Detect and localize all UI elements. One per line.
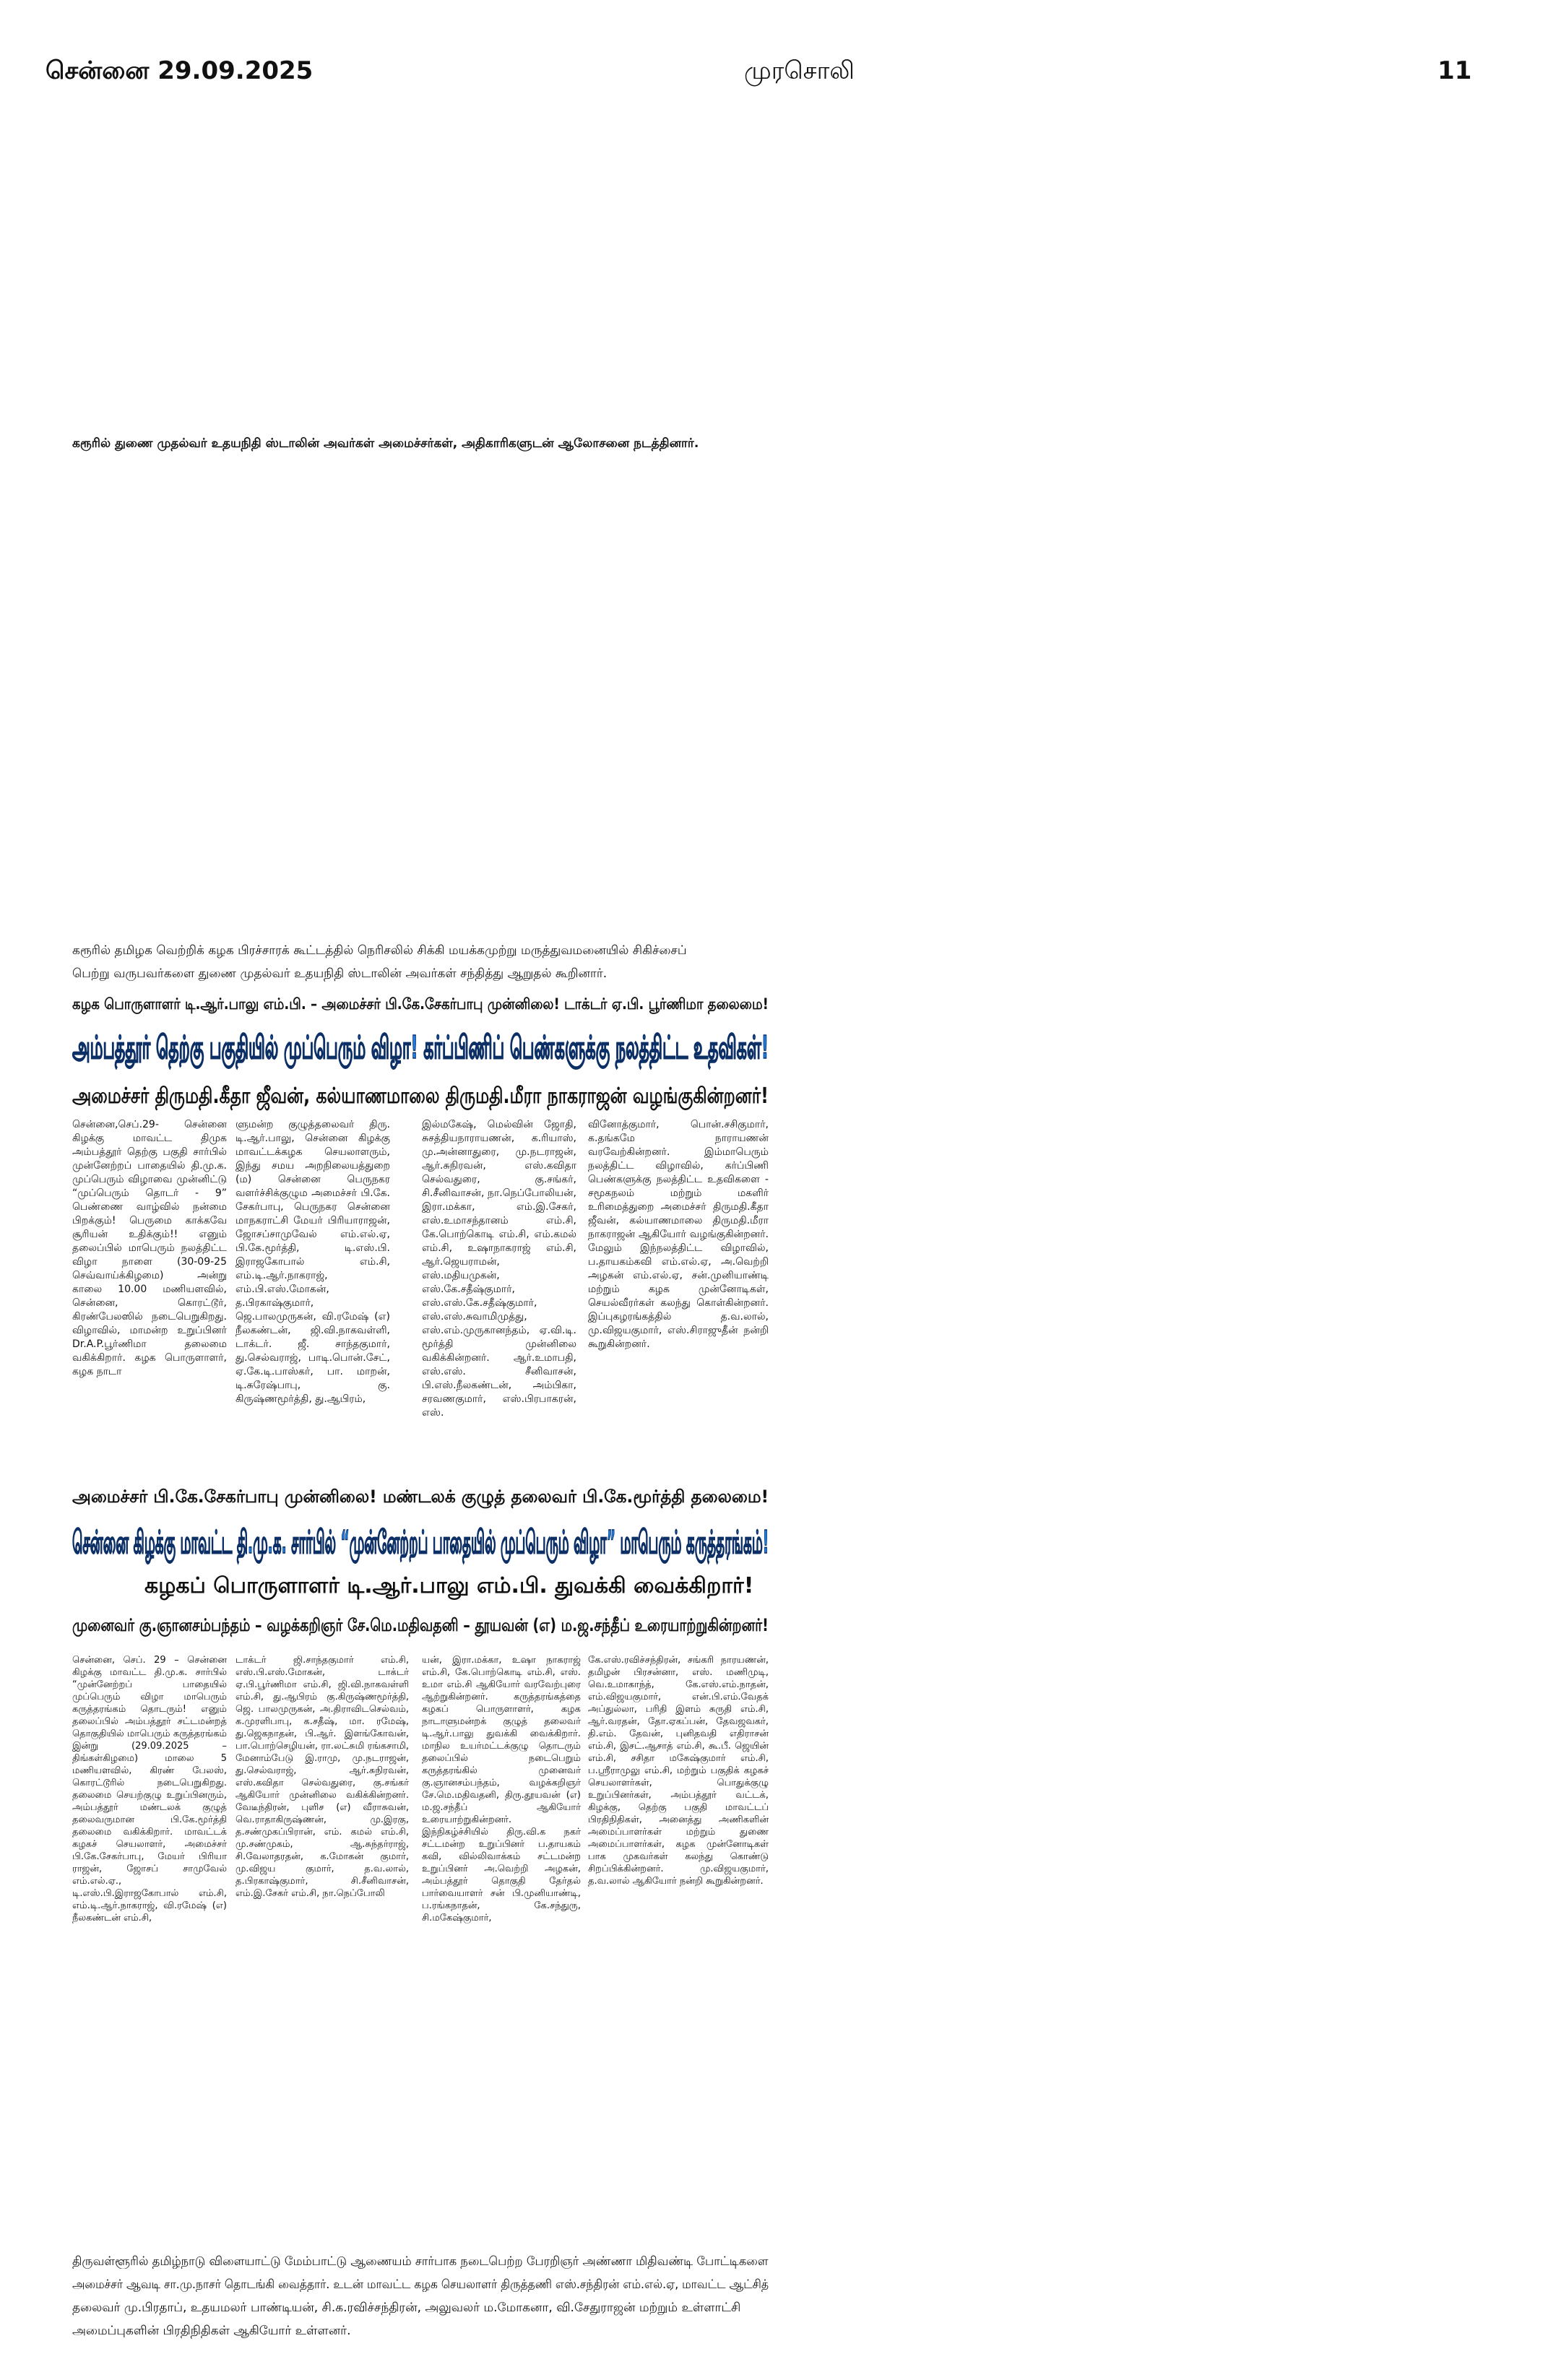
article-column: சென்னை,செப்.29- சென்னை கிழக்கு மாவட்ட தி… xyxy=(72,1119,227,1377)
article-column: யன், இரா.மக்கா, உஷா நாகராஜ் எம்.சி, கே.ப… xyxy=(422,1655,581,1924)
photo-caption: திருவள்ளூரில் தமிழ்நாடு விளையாட்டு மேம்ப… xyxy=(72,2254,769,2269)
headline: சென்னை கிழக்கு மாவட்ட தி.மு.க. சார்பில் … xyxy=(72,1523,769,1562)
subheadline: கழகப் பொருளாளர் டி.ஆர்.பாலு எம்.பி. துவக… xyxy=(144,1573,754,1598)
kicker: அமைச்சர் பி.கே.சேகர்பாபு முன்னிலை! மண்டல… xyxy=(72,1487,769,1507)
subheadline: முனைவர் கு.ஞானசம்பந்தம் – வழக்கறிஞர் சே.… xyxy=(72,1615,769,1635)
header-date: சென்னை 29.09.2025 xyxy=(46,56,314,85)
photo-caption: அமைச்சர் ஆவடி சா.மு.நாசர் தொடங்கி வைத்தா… xyxy=(72,2277,769,2292)
photo-caption: தலைவர் மு.பிரதாப், உதயமலர் பாண்டியன், சி… xyxy=(72,2301,741,2315)
article-column: சென்னை, செப். 29 – சென்னை கிழக்கு மாவட்ட… xyxy=(72,1655,227,1924)
photo-caption: கரூரில் துணை முதல்வர் உதயநிதி ஸ்டாலின் அ… xyxy=(72,436,699,451)
header-paper: முரசொலி xyxy=(744,56,855,85)
photo-caption: பெற்று வருபவர்களை துணை முதல்வர் உதயநிதி … xyxy=(72,966,608,981)
photo-caption: கரூரில் தமிழக வெற்றிக் கழக பிரச்சாரக் கூ… xyxy=(72,943,687,958)
subheadline: அமைச்சர் திருமதி.கீதா ஜீவன், கல்யாணமாலை … xyxy=(72,1083,769,1109)
article-column: ளுமன்ற குழுத்தலைவர் திரு. டி.ஆர்.பாலு, ச… xyxy=(235,1119,390,1405)
headline: அம்பத்தூர் தெற்கு பகுதியில் முப்பெரும் வ… xyxy=(72,1029,769,1067)
article-column: டாக்டர் ஜி.சாந்தகுமார் எம்.சி, எஸ்.பி.எஸ… xyxy=(235,1655,409,1899)
article-column: கே.எஸ்.ரவிச்சந்திரன், சங்கரி நாரயணன், தம… xyxy=(588,1655,769,1887)
kicker: கழக பொருளாளர் டி.ஆர்.பாலு எம்.பி. – அமைச… xyxy=(72,995,769,1013)
photo-caption: அமைப்புகளின் பிரதிநிதிகள் ஆகியோர் உள்ளனர… xyxy=(72,2324,351,2338)
article-column: இல்மகேஷ், மெல்வின் ஜோதி, சுசத்தியநாராயணன… xyxy=(422,1119,576,1419)
article-column: வினோத்குமார், பொன்.சசிகுமார், க.தங்கமே ந… xyxy=(588,1119,769,1350)
header-page-number: 11 xyxy=(1438,56,1472,85)
